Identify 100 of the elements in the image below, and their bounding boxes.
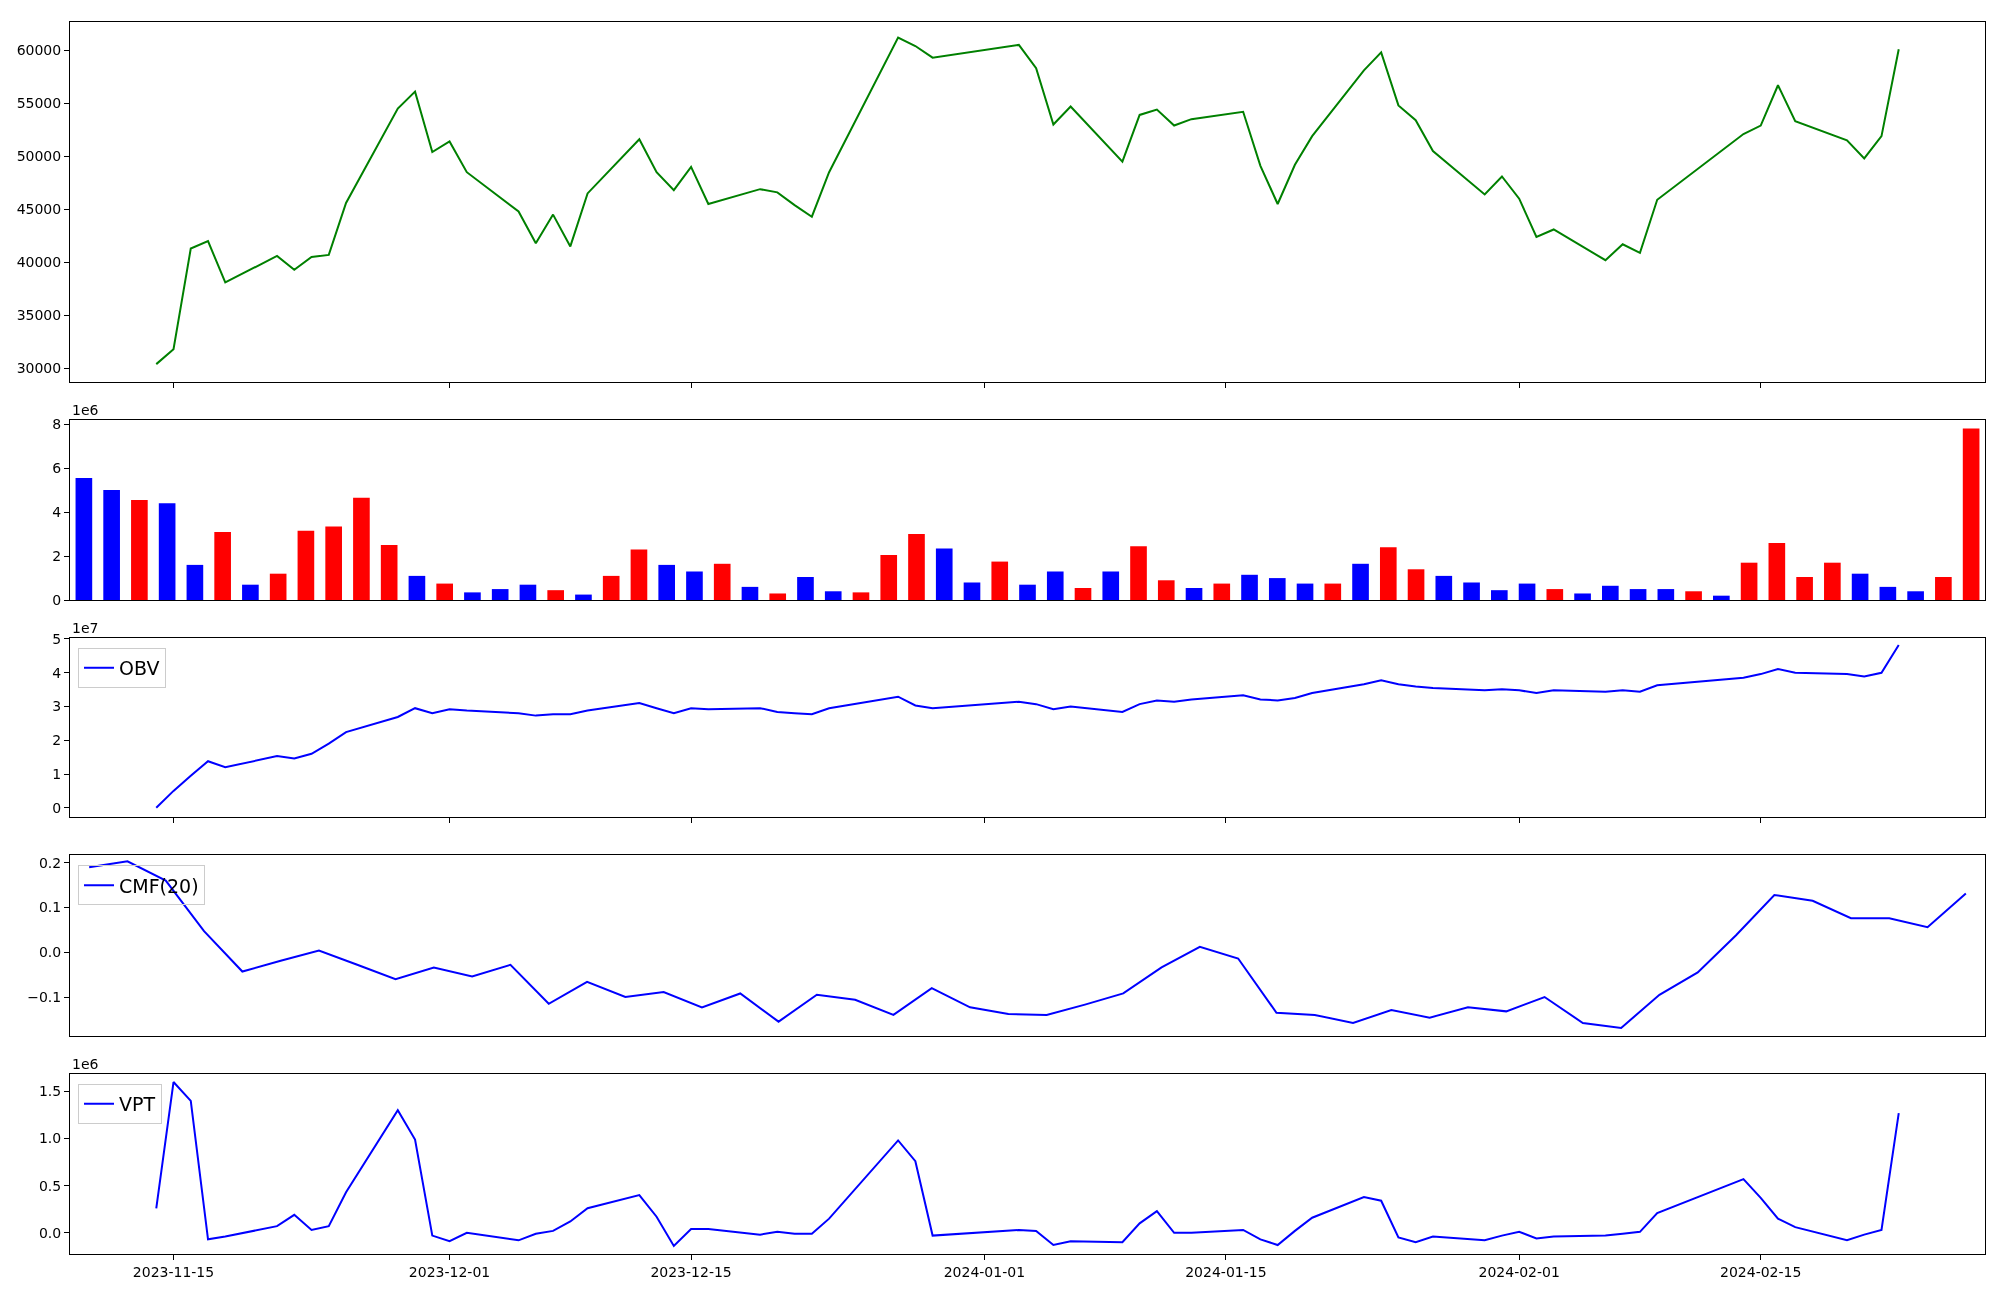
x-tick-label: 2023-12-01 (408, 1264, 491, 1281)
bar (297, 530, 315, 601)
bar (658, 564, 676, 601)
bar (1657, 589, 1675, 601)
bar (214, 531, 231, 601)
y-tick-label: 0.0 (38, 1224, 62, 1241)
text: 1e7 (72, 620, 99, 636)
bar (1907, 591, 1924, 601)
line-series (155, 36, 1900, 366)
bar (1962, 428, 1980, 601)
y-tick-label: 1.0 (38, 1130, 62, 1147)
bar (1713, 595, 1730, 601)
bar (1213, 583, 1231, 601)
x-tick-label: 2024-02-01 (1478, 1264, 1560, 1281)
bar (353, 497, 370, 601)
bar (991, 561, 1009, 601)
bar (769, 593, 787, 601)
bar (1740, 562, 1758, 601)
bar (1824, 562, 1841, 601)
bar (797, 576, 814, 601)
y-tick-label: 0.1 (38, 899, 62, 916)
y-tick-label: 2 (52, 732, 62, 749)
bar (1574, 593, 1591, 601)
bar (880, 555, 898, 601)
y-tick-label: 1 (52, 765, 62, 782)
y-tick-label: 0 (52, 591, 62, 608)
bar (325, 526, 342, 601)
x-tick-label: 2024-02-15 (1720, 1264, 1802, 1281)
bar (741, 586, 759, 601)
legend-label: VPT (119, 1093, 156, 1116)
y-tick-label: 8 (52, 416, 62, 433)
bar (1768, 542, 1786, 601)
y-tick-label: 0.2 (38, 854, 62, 871)
bar (408, 575, 426, 601)
x-tick-label: 2023-11-15 (132, 1264, 215, 1281)
y-tick-label: 30000 (16, 360, 62, 377)
bar (380, 545, 398, 601)
x-tick-label: 2024-01-01 (943, 1264, 1026, 1281)
bar (630, 549, 648, 601)
bar (1685, 591, 1702, 601)
bar (1074, 587, 1092, 601)
bar (1324, 583, 1342, 601)
bar (1546, 589, 1564, 601)
bar (1296, 583, 1314, 601)
bar (269, 573, 287, 601)
bar (713, 563, 731, 601)
bar (1019, 584, 1036, 601)
bar (963, 582, 981, 601)
bar (1435, 575, 1453, 601)
bar (75, 478, 93, 601)
bar (1379, 547, 1397, 601)
bar (686, 571, 703, 601)
y-tick-label: 4 (52, 504, 62, 521)
bar (1935, 576, 1952, 601)
line-series (88, 860, 1967, 1029)
bar (1241, 574, 1258, 601)
bar (1629, 589, 1647, 601)
y-tick-label: 5 (52, 630, 62, 647)
bar (935, 548, 953, 601)
bar (131, 500, 148, 601)
bar (1851, 573, 1869, 601)
bar (1518, 583, 1536, 601)
bar (464, 592, 481, 601)
text: 1e6 (72, 402, 99, 418)
y-tick-label: 35000 (16, 307, 62, 324)
line-series (155, 1081, 1900, 1247)
bar (575, 594, 592, 601)
y-tick-label: 3 (52, 698, 62, 715)
y-tick-label: 4 (52, 664, 62, 681)
bar (491, 589, 509, 601)
y-tick-label: 50000 (16, 148, 62, 165)
bar (602, 575, 620, 601)
bar (1268, 578, 1286, 601)
y-tick-label: 0.5 (38, 1177, 62, 1194)
bar (1407, 569, 1425, 601)
bar (1102, 571, 1120, 601)
bar (1796, 576, 1813, 601)
y-tick-label: 6 (52, 460, 62, 477)
bar (158, 503, 176, 601)
bar (1130, 546, 1147, 601)
x-tick-label: 2023-12-15 (650, 1264, 732, 1281)
bar (242, 584, 259, 601)
bar (186, 564, 204, 601)
y-tick-label: 2 (52, 547, 62, 564)
bar (1046, 571, 1064, 601)
bar (436, 583, 453, 601)
y-tick-label: 55000 (16, 95, 62, 112)
bar (519, 584, 537, 601)
bar (908, 534, 925, 601)
bar (103, 490, 120, 601)
legend-label: OBV (119, 657, 160, 680)
bar (1602, 585, 1619, 601)
bar (824, 591, 842, 601)
y-tick-label: 45000 (16, 201, 62, 218)
y-tick-label: 40000 (16, 254, 62, 271)
y-tick-label: 0 (52, 799, 62, 816)
y-tick-label: 1.5 (38, 1083, 62, 1100)
y-tick-label: −0.1 (27, 988, 62, 1005)
bar (1879, 586, 1897, 601)
bar (1157, 580, 1175, 601)
